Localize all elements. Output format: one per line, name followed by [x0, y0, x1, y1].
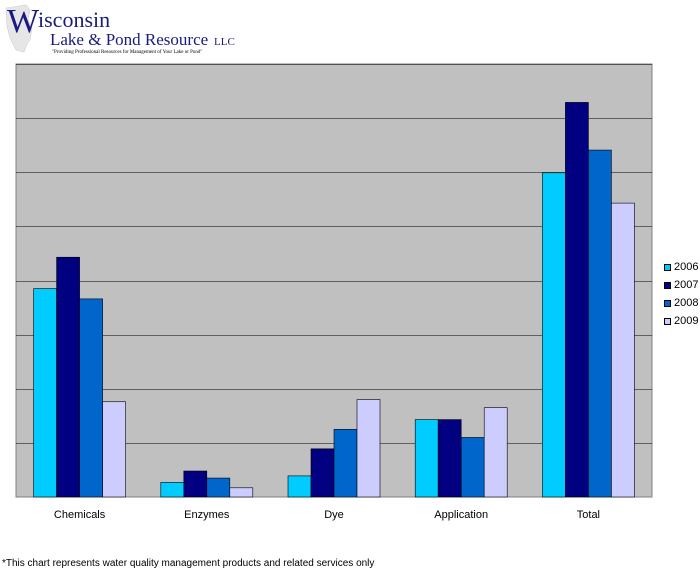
x-tick-label: Chemicals: [54, 509, 106, 521]
legend: 2006 2007 2008 2009: [664, 258, 698, 330]
footnote: *This chart represents water quality man…: [2, 558, 375, 569]
company-logo: W isconsin Lake & Pond Resource LLC "Pro…: [5, 3, 235, 55]
legend-item-2006: 2006: [664, 258, 698, 276]
bar-2009-enzymes: [229, 487, 254, 498]
legend-item-2007: 2007: [664, 276, 698, 294]
legend-swatch: [664, 317, 671, 325]
bar-2008-application: [460, 437, 485, 498]
bars: [33, 102, 635, 498]
bar-2007-application: [437, 419, 462, 498]
svg-text:"Providing Professional Resour: "Providing Professional Resources for Ma…: [52, 50, 202, 55]
bar-2006-dye: [287, 475, 312, 498]
svg-text:isconsin: isconsin: [38, 7, 110, 32]
bar-2006-application: [414, 419, 439, 498]
x-tick-label: Total: [577, 509, 600, 521]
legend-swatch: [664, 263, 671, 271]
bar-2006-total: [542, 172, 566, 498]
legend-label: 2006: [674, 261, 699, 273]
x-axis-labels: Chemicals Enzymes Dye Application Total: [54, 509, 600, 521]
legend-item-2008: 2008: [664, 294, 698, 312]
legend-label: 2007: [674, 279, 699, 291]
legend-label: 2009: [674, 315, 699, 327]
legend-swatch: [664, 299, 671, 307]
x-tick-label: Enzymes: [184, 509, 230, 521]
bar-2007-chemicals: [56, 256, 80, 498]
svg-text:W: W: [7, 3, 40, 40]
bar-2008-dye: [333, 429, 358, 498]
bar-2008-enzymes: [206, 477, 231, 498]
bar-2006-enzymes: [160, 482, 185, 498]
legend-item-2009: 2009: [664, 312, 698, 330]
bar-2008-total: [588, 149, 612, 498]
legend-swatch: [664, 281, 671, 289]
bar-2007-enzymes: [183, 470, 208, 498]
bar-2009-chemicals: [102, 401, 126, 498]
bar-2009-dye: [356, 399, 381, 498]
bar-2007-total: [565, 102, 589, 498]
bar-2009-total: [611, 202, 635, 498]
bar-2008-chemicals: [79, 298, 103, 498]
svg-text:LLC: LLC: [214, 36, 235, 48]
bar-2009-application: [483, 407, 508, 498]
bar-2007-dye: [310, 448, 335, 498]
legend-label: 2008: [674, 297, 699, 309]
x-tick-label: Dye: [324, 509, 344, 521]
x-tick-label: Application: [434, 509, 488, 521]
bar-2006-chemicals: [33, 288, 57, 498]
svg-text:Lake & Pond Resource: Lake & Pond Resource: [50, 30, 208, 49]
